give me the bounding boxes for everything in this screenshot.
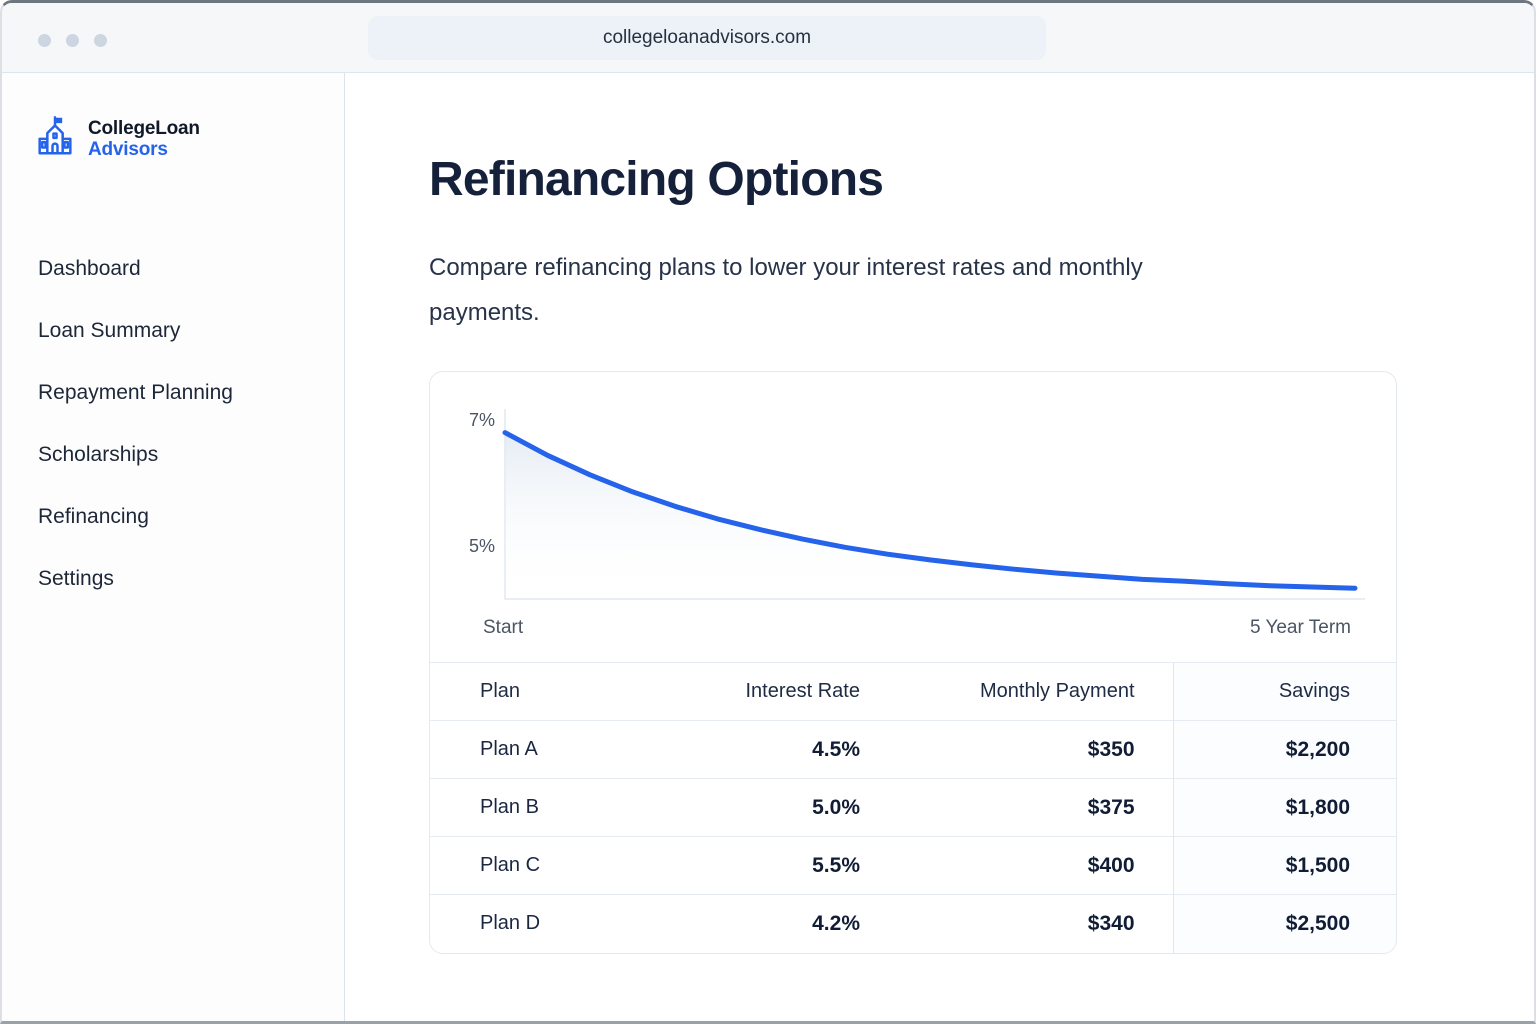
rate-area [505,432,1355,599]
browser-chrome: collegeloanadvisors.com [2,3,1534,73]
plan-comparison-table: Plan Interest Rate Monthly Payment Savin… [430,662,1396,953]
main-content: Refinancing Options Compare refinancing … [345,73,1534,1021]
window-control-dot[interactable] [38,34,51,47]
sidebar-item-dashboard[interactable]: Dashboard [38,257,141,280]
interest-rate-cell: 5.5% [670,836,870,895]
sidebar-item-scholarships[interactable]: Scholarships [38,443,159,466]
column-header-plan: Plan [430,662,670,721]
table-row: Plan C 5.5% $400 $1,500 [430,836,1396,895]
plan-name-cell: Plan C [430,836,670,895]
logo[interactable]: CollegeLoan Advisors [32,113,200,164]
monthly-payment-cell: $350 [870,720,1173,779]
interest-rate-cell: 4.2% [670,894,870,953]
window-controls [38,34,107,47]
sidebar-item-settings[interactable]: Settings [38,567,114,590]
table-row: Plan B 5.0% $375 $1,800 [430,778,1396,837]
savings-cell: $2,500 [1172,894,1396,953]
table-header-row: Plan Interest Rate Monthly Payment Savin… [430,662,1396,721]
column-header-interest-rate: Interest Rate [670,662,870,721]
monthly-payment-cell: $375 [870,778,1173,837]
window-control-dot[interactable] [94,34,107,47]
url-bar[interactable]: collegeloanadvisors.com [368,16,1046,60]
sidebar: CollegeLoan Advisors Dashboard Loan Summ… [2,73,345,1021]
window-control-dot[interactable] [66,34,79,47]
y-tick-5: 5% [469,536,495,556]
table-row: Plan A 4.5% $350 $2,200 [430,720,1396,779]
x-label-start: Start [483,617,524,638]
plan-name-cell: Plan B [430,778,670,837]
monthly-payment-cell: $400 [870,836,1173,895]
savings-cell: $2,200 [1172,720,1396,779]
logo-text: CollegeLoan Advisors [88,118,200,160]
x-label-end: 5 Year Term [1250,617,1351,638]
logo-name-top: CollegeLoan [88,117,200,139]
page-subtitle: Compare refinancing plans to lower your … [429,254,1143,326]
column-header-monthly-payment: Monthly Payment [870,662,1173,721]
column-header-savings: Savings [1172,662,1396,721]
savings-cell: $1,800 [1172,778,1396,837]
interest-rate-cell: 4.5% [670,720,870,779]
sidebar-item-loan-summary[interactable]: Loan Summary [38,319,181,342]
refinancing-card: 7% 5% Start 5 Year Term Plan Interest Ra… [429,371,1397,954]
monthly-payment-cell: $340 [870,894,1173,953]
schoolhouse-flag-icon [32,113,78,164]
sidebar-item-refinancing[interactable]: Refinancing [38,505,149,528]
plan-name-cell: Plan A [430,720,670,779]
table-row: Plan D 4.2% $340 $2,500 [430,894,1396,953]
y-tick-7: 7% [469,410,495,430]
interest-rate-chart: 7% 5% Start 5 Year Term [469,409,1365,638]
interest-rate-cell: 5.0% [670,778,870,837]
savings-cell: $1,500 [1172,836,1396,895]
sidebar-nav: Dashboard Loan Summary Repayment Plannin… [32,238,344,610]
rate-line [502,430,1358,591]
plan-name-cell: Plan D [430,894,670,953]
page-title: Refinancing Options [429,153,884,206]
sidebar-item-repayment-planning[interactable]: Repayment Planning [38,381,233,404]
logo-name-bottom: Advisors [88,138,168,160]
